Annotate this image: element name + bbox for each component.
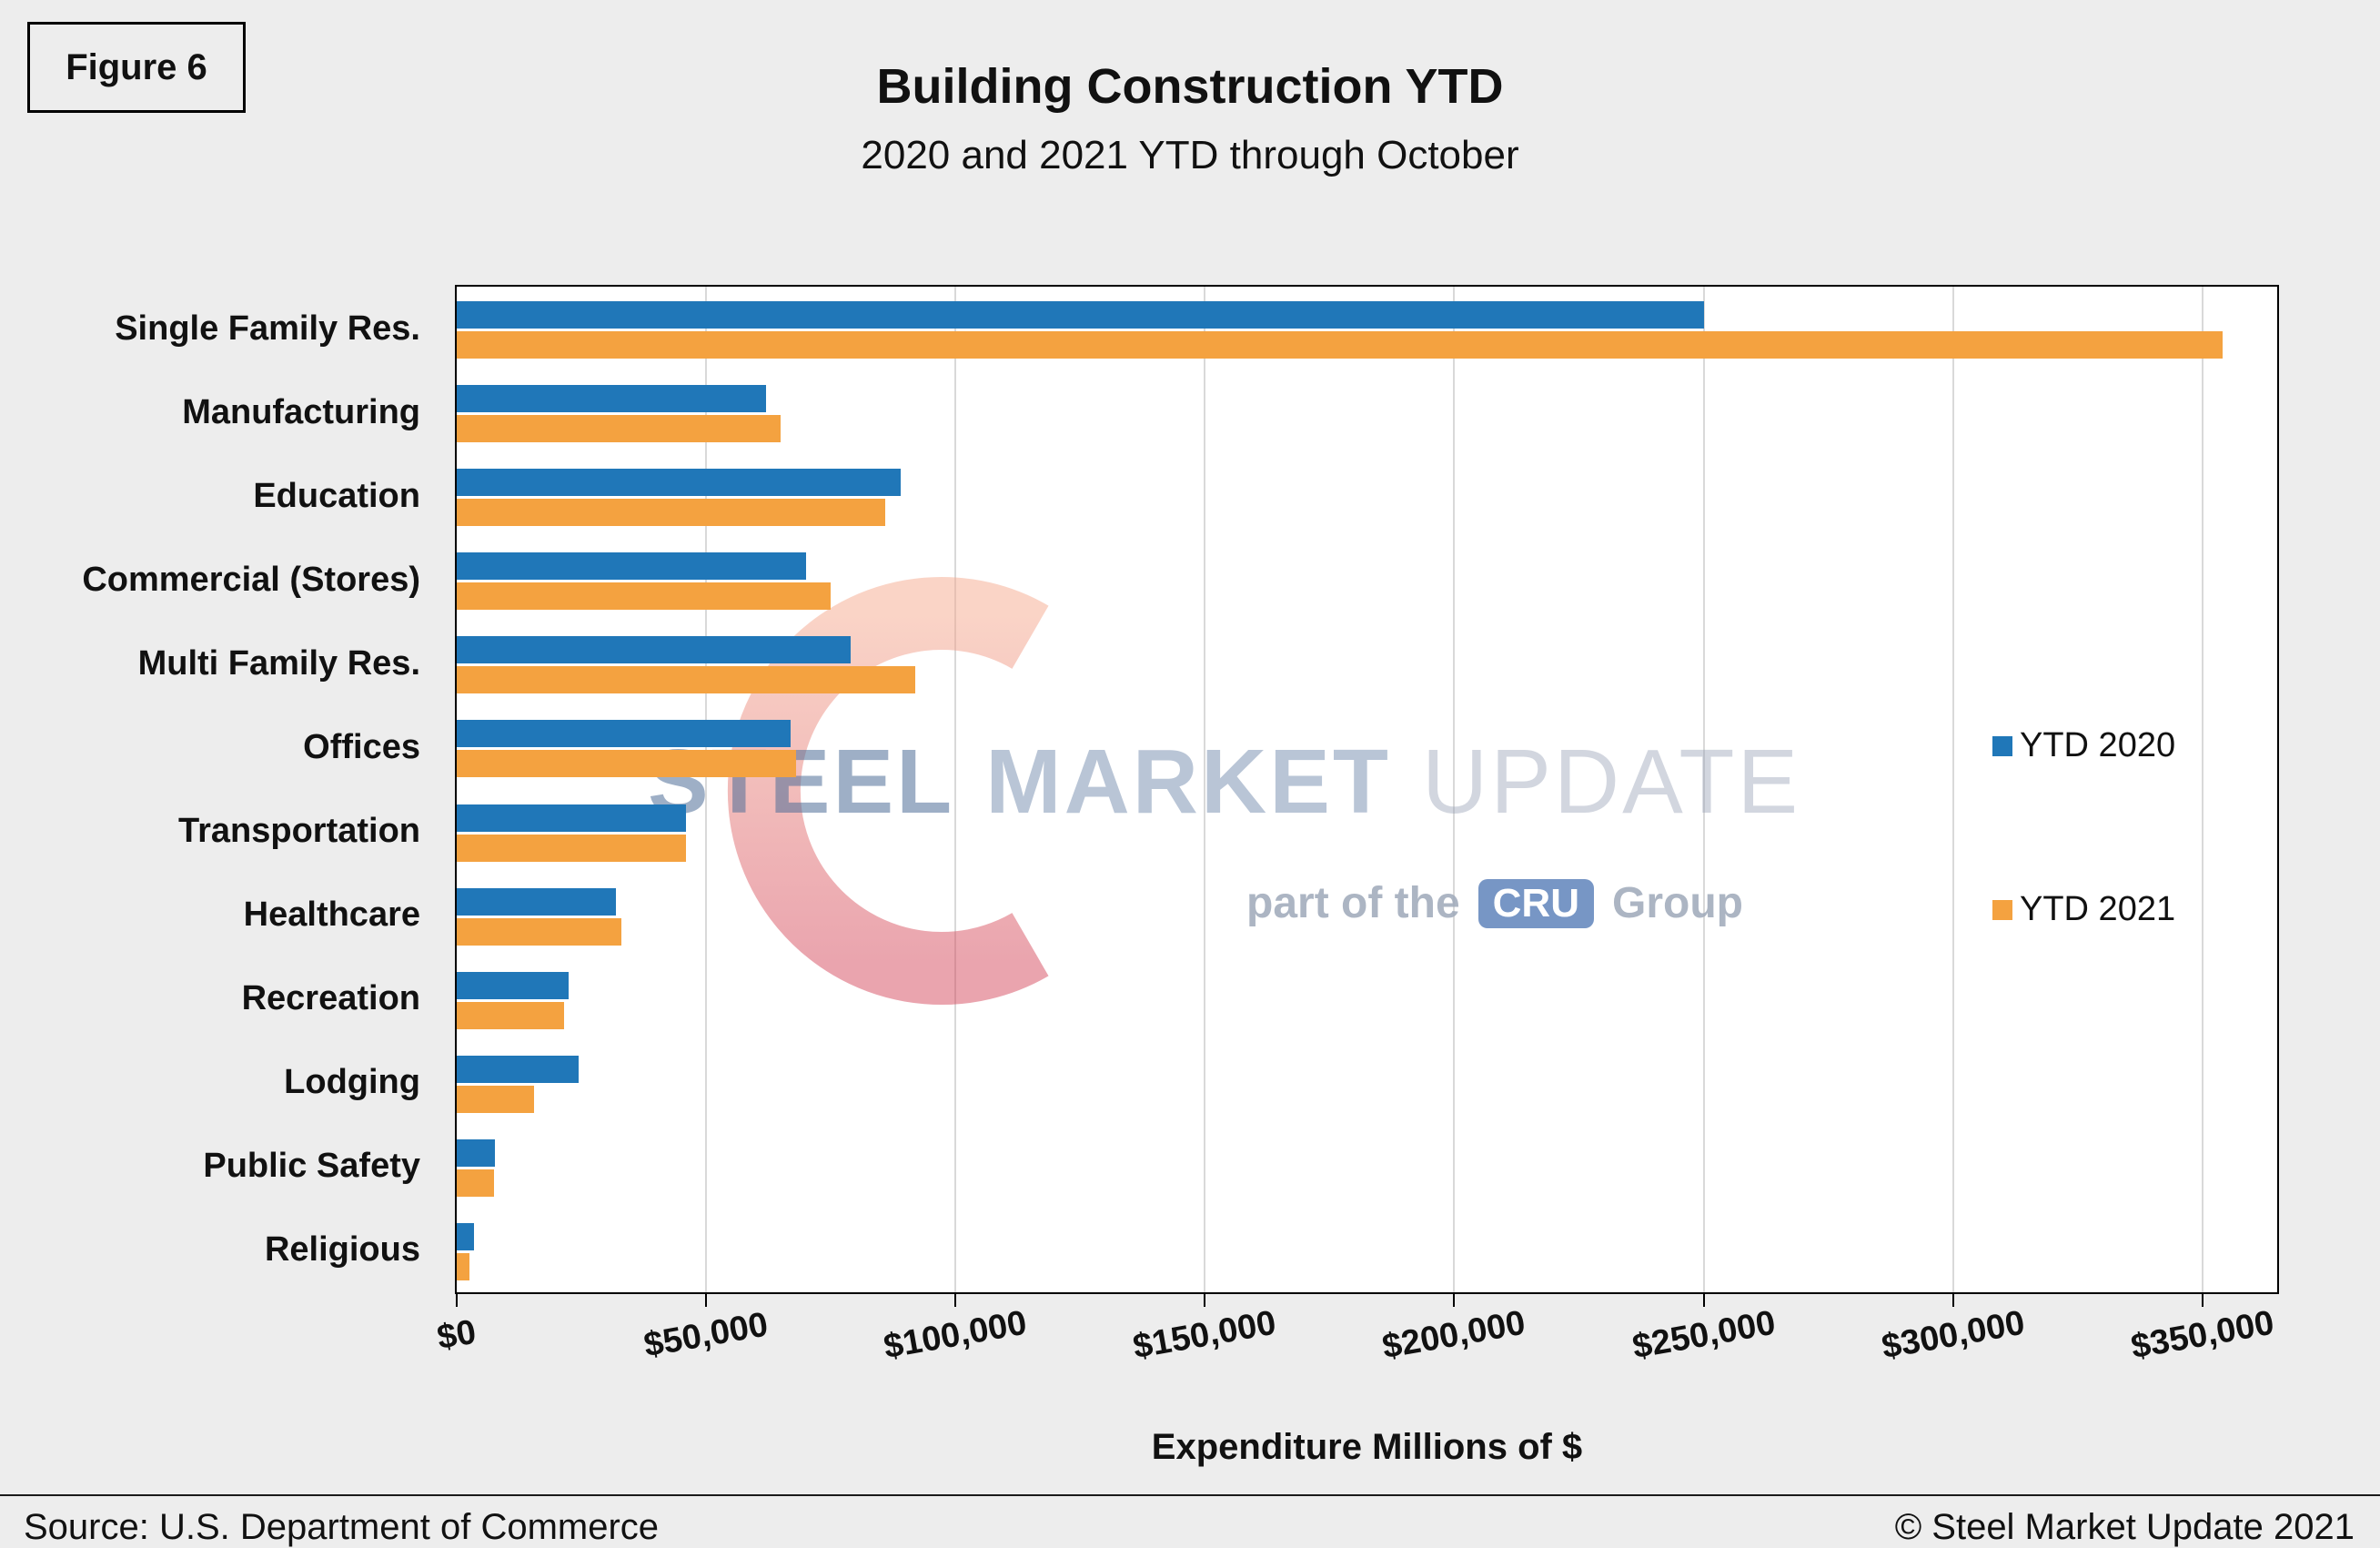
bar-ytd-2021-8 (457, 1001, 564, 1029)
bar-ytd-2020-11 (457, 1222, 474, 1250)
x-tick-mark (1951, 1294, 1954, 1307)
bar-ytd-2021-9 (457, 1085, 534, 1113)
gridline (1453, 287, 1456, 1292)
category-label: Lodging (284, 1063, 420, 1102)
x-tick-mark (1453, 1294, 1456, 1307)
legend-label: YTD 2021 (2020, 890, 2176, 928)
bar-ytd-2020-9 (457, 1055, 580, 1083)
x-tick-mark (456, 1294, 458, 1307)
bar-ytd-2020-2 (457, 469, 901, 497)
legend-item: YTD 2021 (1992, 890, 2175, 929)
bar-ytd-2020-3 (457, 552, 806, 581)
bar-ytd-2021-6 (457, 834, 687, 862)
category-label: Transportation (177, 812, 420, 851)
x-tick-mark (705, 1294, 708, 1307)
category-label: Public Safety (203, 1147, 420, 1186)
x-axis-title: Expenditure Millions of $ (1151, 1427, 1583, 1467)
legend-label: YTD 2020 (2020, 726, 2176, 764)
category-label: Multi Family Res. (137, 643, 420, 683)
bar-ytd-2021-1 (457, 415, 782, 443)
gridline (2201, 287, 2204, 1292)
category-label: Manufacturing (182, 392, 420, 431)
gridline (1951, 287, 1954, 1292)
category-label: Single Family Res. (115, 309, 420, 348)
legend-item: YTD 2020 (1992, 726, 2175, 765)
bar-ytd-2021-11 (457, 1252, 469, 1280)
bar-ytd-2021-10 (457, 1169, 494, 1197)
bar-ytd-2020-7 (457, 887, 617, 916)
x-tick-mark (2201, 1294, 2204, 1307)
copyright-note: © Steel Market Update 2021 (1894, 1507, 2355, 1547)
category-label: Offices (303, 727, 420, 766)
chart-subtitle: 2020 and 2021 YTD through October (861, 133, 1519, 177)
source-note: Source: U.S. Department of Commerce (24, 1507, 660, 1547)
category-label: Healthcare (243, 895, 420, 935)
y-axis-labels: Single Family Res. Manufacturing Education… (0, 287, 439, 1292)
category-label: Recreation (241, 979, 420, 1018)
figure-label: Figure 6 (66, 46, 207, 87)
bar-ytd-2020-6 (457, 804, 687, 832)
legend-swatch (1992, 899, 2012, 920)
bar-ytd-2021-2 (457, 499, 886, 527)
bar-ytd-2021-7 (457, 917, 621, 946)
chart-title: Building Construction YTD (876, 59, 1504, 114)
x-tick-mark (1702, 1294, 1705, 1307)
gridline (1702, 287, 1705, 1292)
category-label: Commercial (Stores) (82, 560, 420, 599)
category-label: Religious (264, 1230, 420, 1270)
figure-label-box: Figure 6 (27, 22, 246, 113)
bar-ytd-2020-8 (457, 971, 570, 999)
footer-divider (0, 1494, 2380, 1496)
bar-ytd-2020-1 (457, 385, 766, 413)
category-label: Education (253, 476, 420, 515)
bar-ytd-2021-0 (457, 331, 2223, 359)
x-tick-mark (954, 1294, 957, 1307)
gridline (705, 287, 708, 1292)
bar-ytd-2020-10 (457, 1138, 496, 1167)
x-tick-mark (1204, 1294, 1206, 1307)
legend-swatch (1992, 735, 2012, 756)
gridline (1204, 287, 1206, 1292)
bar-ytd-2020-0 (457, 301, 1704, 329)
